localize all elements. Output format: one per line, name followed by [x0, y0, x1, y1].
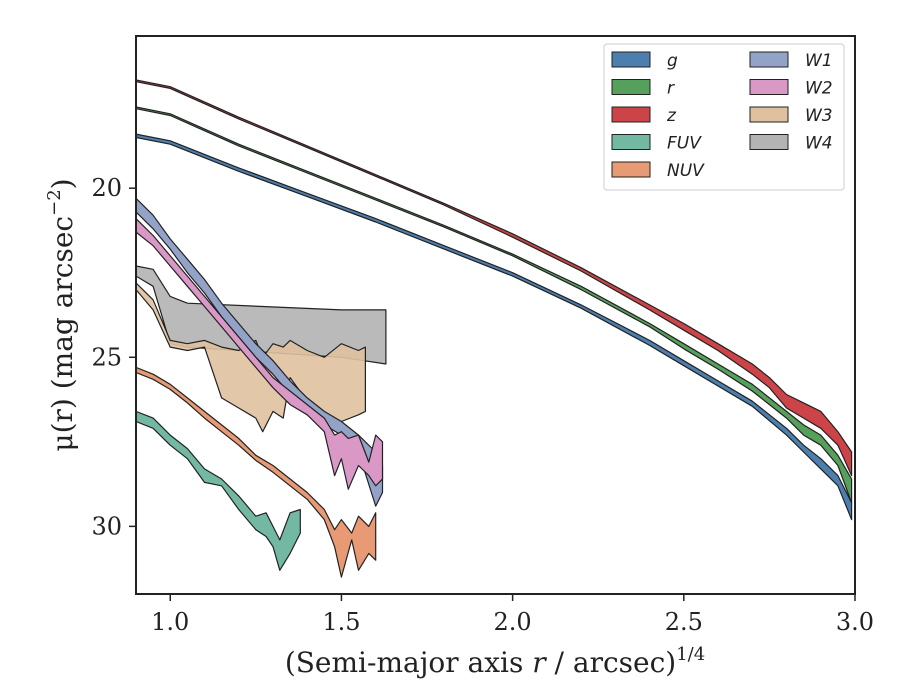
y-tick-label: 20 — [91, 174, 122, 202]
x-axis-label: (Semi-major axis r / arcsec)1/4 — [285, 644, 705, 679]
y-axis-label: μ(r) (mag arcsec−2) — [44, 178, 79, 451]
series-area-r — [136, 106, 853, 504]
legend-swatch-W1 — [749, 51, 789, 68]
legend-swatch-W3 — [749, 106, 789, 123]
x-axis-ticks: 1.0 1.5 2.0 2.5 3.0 — [151, 594, 874, 636]
y-axis-label-main: μ(r) (mag arcsec — [46, 216, 79, 452]
legend-label-g: g — [667, 51, 678, 71]
legend-swatch-g — [611, 51, 651, 68]
legend-label-W3: W3 — [805, 106, 833, 126]
series-area-FUV — [136, 410, 301, 571]
x-tick-label: 1.5 — [322, 608, 360, 636]
series-area-z — [136, 79, 853, 477]
y-axis-label-sup: −2 — [44, 189, 65, 216]
y-tick-label: 25 — [91, 343, 122, 371]
legend-label-z: z — [666, 106, 677, 126]
legend-label-NUV: NUV — [667, 161, 705, 181]
legend-swatch-z — [611, 106, 651, 123]
legend-swatch-W4 — [749, 134, 789, 150]
x-axis-label-sup: 1/4 — [676, 644, 705, 665]
legend-swatch-NUV — [611, 161, 651, 178]
legend-label-r: r — [667, 79, 675, 99]
legend-label-W4: W4 — [805, 134, 833, 154]
y-tick-label: 30 — [91, 512, 122, 540]
x-tick-label: 2.5 — [665, 608, 703, 636]
legend: grz FUV NUV W1 W2 W3 W4 — [603, 43, 845, 191]
legend-swatch-W2 — [749, 79, 789, 95]
series-area-NUV — [136, 366, 377, 578]
series-areas — [136, 79, 853, 578]
legend-swatch-r — [611, 79, 651, 95]
legend-swatch-FUV — [611, 134, 651, 150]
series-area-g — [136, 133, 853, 521]
plot-frame — [135, 35, 856, 595]
legend-label-W2: W2 — [805, 79, 833, 99]
x-tick-label: 2.0 — [494, 608, 532, 636]
series-area-W4 — [136, 265, 387, 365]
x-tick-label: 3.0 — [836, 608, 874, 636]
series-area-W2 — [136, 218, 384, 490]
legend-label-FUV: FUV — [667, 134, 702, 154]
legend-label-W1: W1 — [805, 51, 833, 71]
x-axis-label-pre: (Semi-major axis r / arcsec) — [285, 646, 676, 679]
x-tick-label: 1.0 — [151, 608, 189, 636]
y-axis-label-close: ) — [46, 178, 79, 189]
y-axis-ticks: 20 25 30 — [91, 174, 136, 540]
series-area-W1 — [136, 197, 384, 507]
